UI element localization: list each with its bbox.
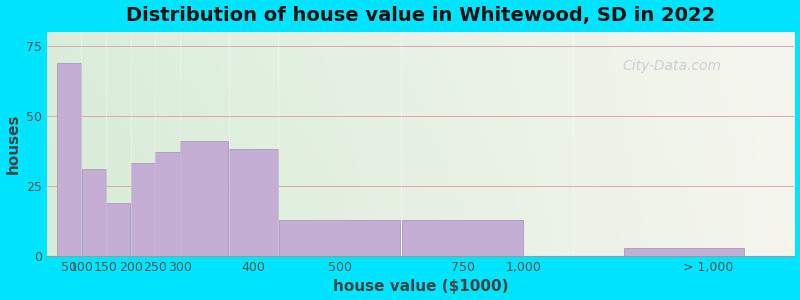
Bar [106,203,130,256]
Bar [180,141,229,256]
Y-axis label: houses: houses [6,114,21,174]
Title: Distribution of house value in Whitewood, SD in 2022: Distribution of house value in Whitewood… [126,6,715,25]
Bar [623,248,744,256]
Bar [155,152,179,256]
Bar [131,164,155,256]
Bar [230,149,278,256]
Bar [402,220,522,256]
Bar [82,169,106,256]
Text: City-Data.com: City-Data.com [622,58,722,73]
Bar [57,62,81,256]
X-axis label: house value ($1000): house value ($1000) [333,279,509,294]
Bar [279,220,400,256]
